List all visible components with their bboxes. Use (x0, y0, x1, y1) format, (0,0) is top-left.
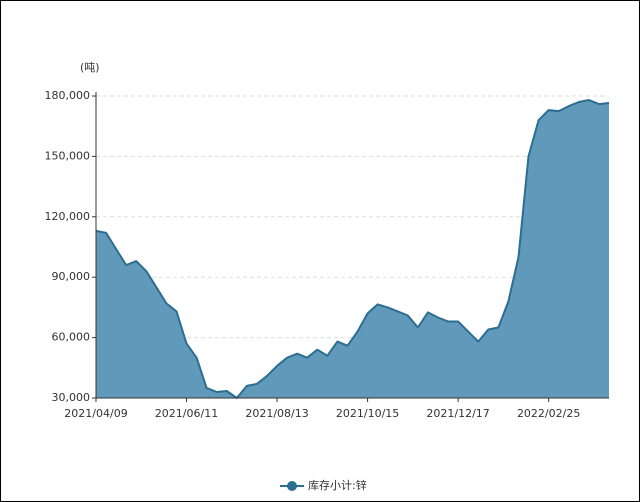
legend-marker (287, 481, 297, 491)
line (95, 99, 610, 399)
y-tick-label: 120,000 (45, 210, 91, 223)
legend-label: 库存小计:锌 (308, 478, 367, 492)
x-tick-label: 2021/04/09 (64, 407, 127, 420)
x-tick-label: 2021/08/13 (245, 407, 308, 420)
y-tick-label: 30,000 (52, 391, 91, 404)
y-tick-label: 60,000 (52, 331, 91, 344)
x-tick-label: 2021/12/17 (426, 407, 489, 420)
y-axis-label: (吨) (80, 61, 100, 74)
y-tick-label: 90,000 (52, 270, 91, 283)
x-tick-label: 2021/06/11 (155, 407, 218, 420)
y-tick-label: 150,000 (45, 149, 91, 162)
x-tick-label: 2022/02/25 (517, 407, 580, 420)
x-tick-label: 2021/10/15 (336, 407, 399, 420)
y-tick-label: 180,000 (45, 89, 91, 102)
area (96, 100, 609, 398)
